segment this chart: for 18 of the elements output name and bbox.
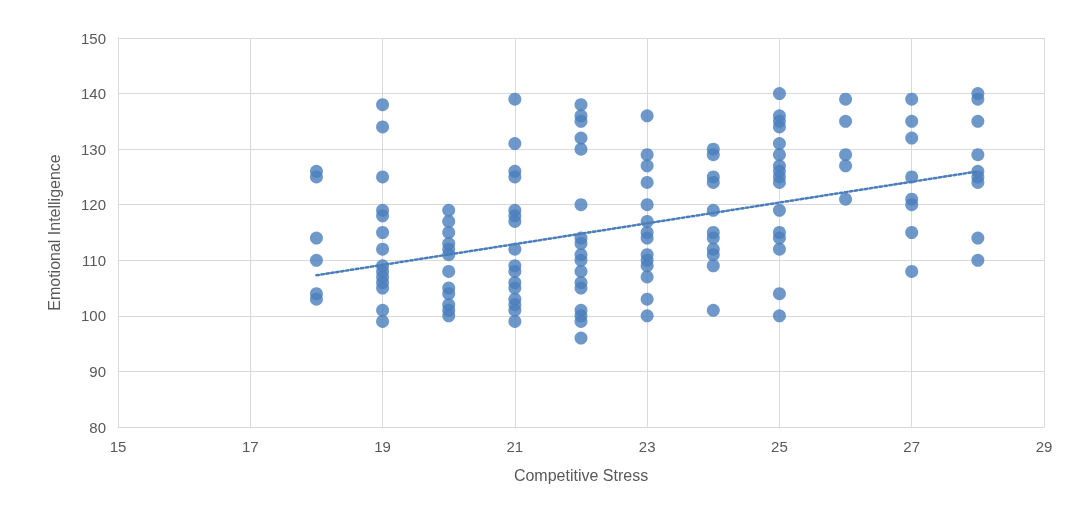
y-tick-label: 90 <box>89 362 106 380</box>
x-tick-label: 19 <box>374 438 391 455</box>
x-tick-label: 27 <box>903 438 921 455</box>
y-tick-label: 110 <box>82 251 106 269</box>
x-tick-label: 15 <box>109 438 127 455</box>
y-axis-title: Emotional Intelligence <box>45 154 63 311</box>
x-tick-label: 17 <box>241 438 259 455</box>
y-tick-label: 80 <box>89 418 106 436</box>
x-tick-label: 23 <box>638 438 656 455</box>
x-tick-label: 21 <box>506 438 524 455</box>
y-tick-label: 130 <box>80 140 106 158</box>
y-tick-label: 140 <box>80 85 106 103</box>
y-tick-label: 120 <box>80 196 106 214</box>
x-tick-label: 25 <box>771 438 788 455</box>
x-axis-title: Competitive Stress <box>513 466 649 484</box>
y-tick-label: 150 <box>80 29 106 47</box>
x-tick-label: 29 <box>1035 438 1053 455</box>
y-tick-label: 100 <box>80 307 106 325</box>
